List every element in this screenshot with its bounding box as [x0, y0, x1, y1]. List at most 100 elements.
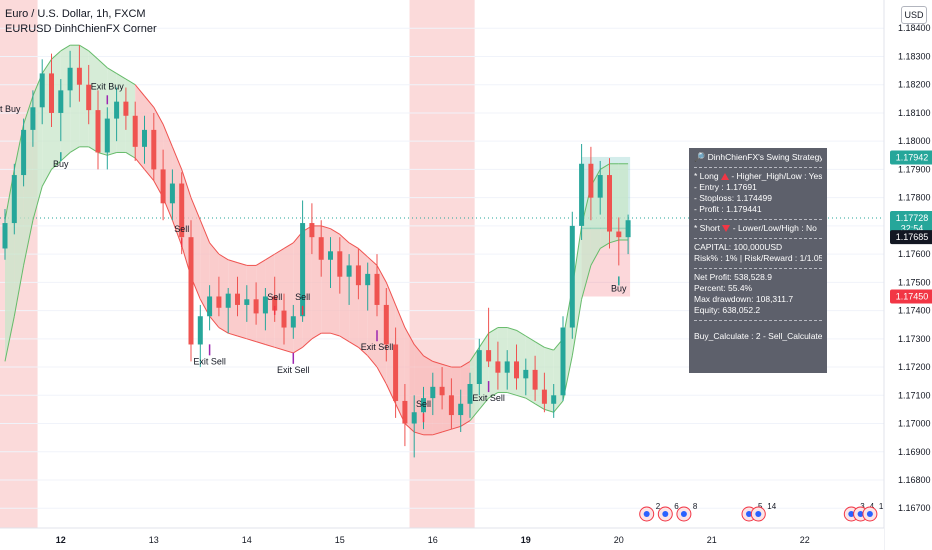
band-upper-edge: [534, 341, 545, 348]
candle[interactable]: [132, 101, 138, 161]
short-row: * Short - Lower/Low/High : No: [694, 223, 822, 234]
candle[interactable]: [123, 87, 129, 130]
candle[interactable]: [411, 395, 417, 458]
candle[interactable]: [569, 211, 575, 339]
candle[interactable]: [551, 384, 557, 418]
candle[interactable]: [616, 217, 622, 266]
candle[interactable]: [486, 307, 492, 368]
candle[interactable]: [355, 248, 361, 300]
target-price-tag-text: 1.17942: [896, 153, 929, 163]
candle[interactable]: [114, 87, 120, 142]
candle[interactable]: [67, 50, 73, 108]
band-lower-edge: [432, 431, 443, 436]
candle[interactable]: [253, 282, 259, 325]
candle[interactable]: [458, 389, 464, 432]
candle[interactable]: [300, 200, 306, 322]
band-segment: [488, 327, 498, 399]
candle[interactable]: [383, 288, 389, 362]
candle[interactable]: [262, 288, 268, 331]
candle[interactable]: [11, 163, 17, 235]
candle[interactable]: [532, 355, 538, 401]
candle[interactable]: [169, 169, 175, 221]
candle-body: [486, 350, 492, 362]
candle[interactable]: [337, 237, 343, 294]
candle[interactable]: [541, 372, 547, 413]
candle[interactable]: [151, 112, 157, 181]
event-marker[interactable]: 6: [657, 502, 679, 522]
band-segment: [284, 242, 294, 353]
currency-button[interactable]: USD: [901, 6, 927, 24]
candle[interactable]: [597, 160, 603, 215]
candle[interactable]: [225, 288, 231, 334]
candle-body: [290, 316, 296, 328]
candle[interactable]: [49, 53, 54, 128]
candle[interactable]: [207, 285, 213, 331]
candle[interactable]: [2, 208, 8, 260]
candle-body: [244, 299, 250, 305]
price-tick-label: 1.17500: [898, 277, 931, 287]
candle-body: [616, 231, 622, 238]
candle[interactable]: [188, 220, 194, 362]
candle[interactable]: [235, 276, 240, 317]
candle[interactable]: [588, 146, 594, 221]
candle[interactable]: [439, 367, 445, 410]
band-lower-edge: [339, 335, 350, 343]
candle[interactable]: [467, 372, 473, 418]
candle[interactable]: [104, 107, 110, 170]
candle[interactable]: [309, 203, 315, 255]
candle[interactable]: [495, 341, 501, 390]
band-lower-edge: [51, 160, 62, 170]
candle[interactable]: [318, 220, 324, 277]
band-lower-edge: [311, 332, 322, 340]
candle[interactable]: [290, 304, 296, 339]
candle[interactable]: [281, 293, 287, 345]
candle[interactable]: [197, 304, 203, 368]
candle[interactable]: [625, 214, 631, 255]
candle[interactable]: [39, 59, 45, 125]
candle[interactable]: [579, 144, 585, 240]
candle[interactable]: [560, 316, 566, 401]
candle[interactable]: [504, 350, 510, 390]
candle[interactable]: [374, 254, 380, 317]
event-marker[interactable]: 1: [862, 502, 884, 522]
band-lower-edge: [525, 397, 536, 405]
band-lower-edge: [469, 409, 480, 422]
candle[interactable]: [95, 90, 101, 170]
event-marker[interactable]: 14: [750, 502, 777, 522]
candle[interactable]: [160, 149, 166, 221]
candle-body: [225, 293, 231, 308]
candle-body: [346, 265, 352, 277]
signal-label: Sell: [295, 292, 310, 302]
event-marker[interactable]: 2: [639, 502, 661, 522]
candle[interactable]: [393, 327, 399, 418]
candle[interactable]: [21, 118, 27, 187]
candle-body: [337, 251, 343, 277]
candle[interactable]: [86, 64, 92, 125]
band-lower-edge: [274, 346, 285, 351]
current-price-tag: 1.17728: [890, 210, 932, 225]
band-lower-edge: [544, 408, 554, 413]
candle[interactable]: [523, 358, 529, 396]
candle[interactable]: [607, 158, 612, 249]
candle[interactable]: [346, 254, 352, 305]
candle[interactable]: [216, 276, 222, 317]
candle[interactable]: [76, 45, 82, 102]
candle[interactable]: [448, 378, 454, 430]
capital-row: CAPITAL: 100,000USD: [694, 242, 783, 252]
candle[interactable]: [142, 115, 147, 164]
candle[interactable]: [328, 237, 333, 288]
candle[interactable]: [30, 90, 36, 147]
event-marker[interactable]: 8: [676, 502, 698, 522]
candle[interactable]: [58, 79, 64, 142]
candle[interactable]: [476, 338, 482, 396]
time-tick-label: 21: [707, 535, 717, 545]
candle[interactable]: [402, 384, 408, 447]
candle[interactable]: [365, 262, 371, 311]
candle[interactable]: [514, 344, 519, 390]
candle-body: [514, 361, 519, 379]
candle[interactable]: [244, 285, 250, 322]
candle[interactable]: [430, 372, 436, 416]
candle-body: [504, 361, 510, 373]
